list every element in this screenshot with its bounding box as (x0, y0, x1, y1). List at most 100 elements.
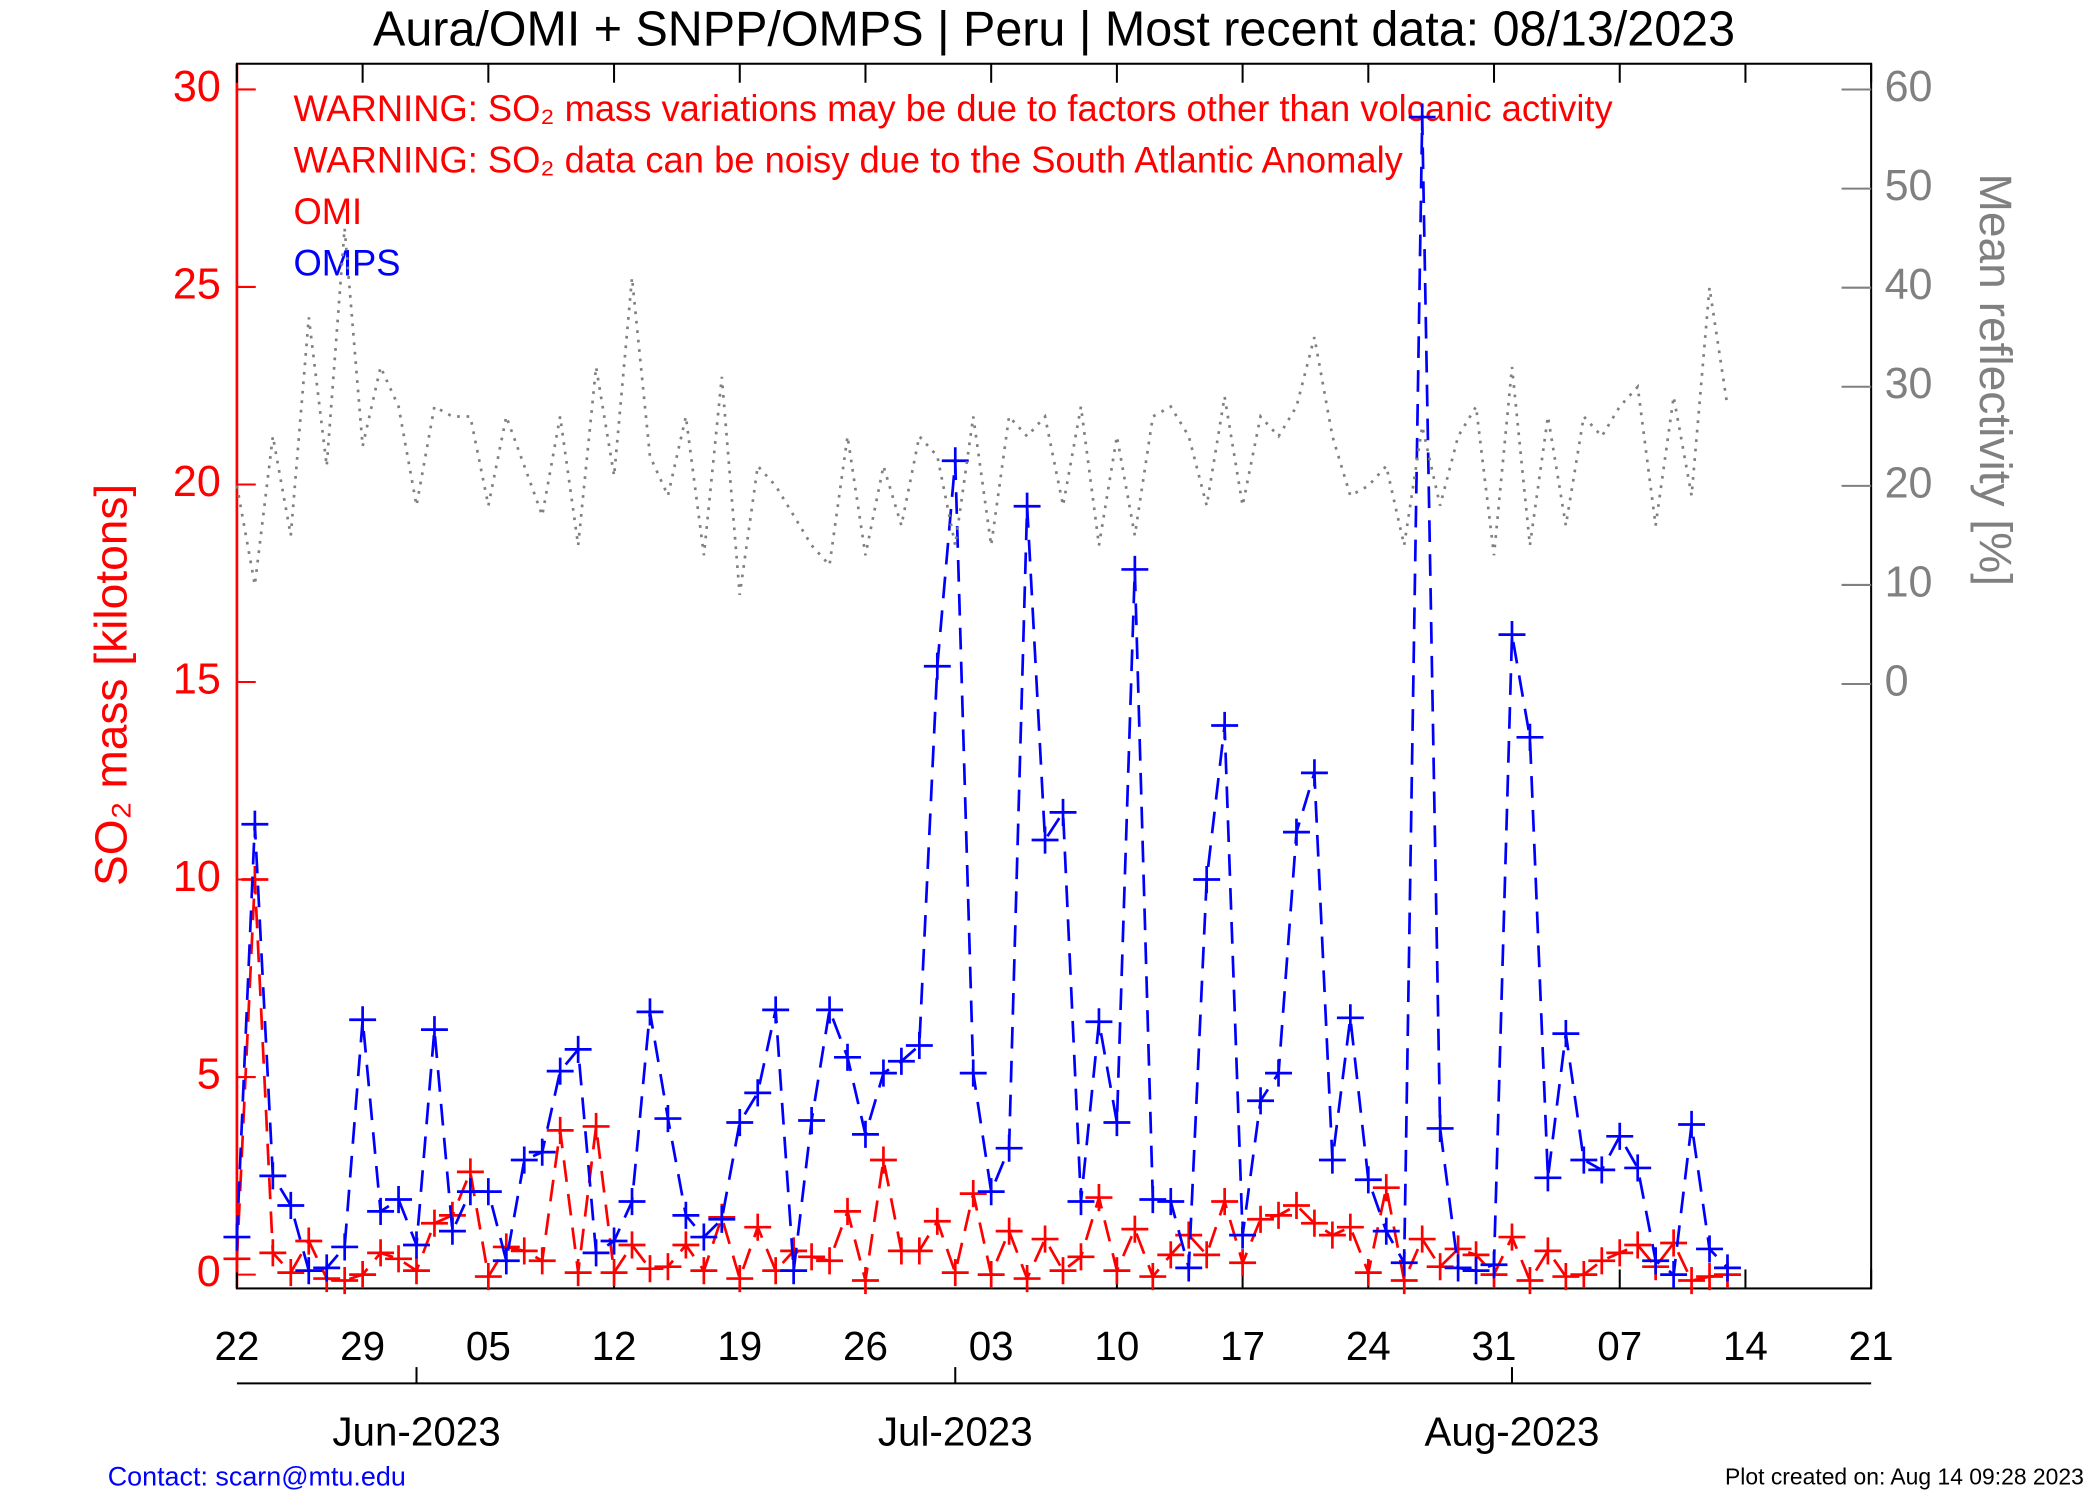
data-point (1318, 1221, 1346, 1249)
data-point (905, 1031, 933, 1060)
data-point (1354, 1166, 1382, 1194)
x-tick-label: 22 (214, 1323, 259, 1369)
data-point (1247, 1087, 1275, 1115)
data-point (367, 1197, 395, 1225)
y-tick-label: 0 (197, 1248, 221, 1296)
data-point (1139, 1185, 1167, 1214)
data-point (1408, 103, 1436, 131)
data-point (1247, 1205, 1275, 1233)
y2-tick-label: 60 (1885, 63, 1933, 111)
data-point (834, 1197, 861, 1225)
data-point (1390, 1249, 1418, 1277)
data-point (295, 1257, 323, 1285)
data-point (887, 1047, 915, 1075)
data-point (492, 1247, 520, 1275)
data-point (546, 1057, 574, 1085)
data-point (995, 1134, 1023, 1162)
data-point (1067, 1187, 1095, 1216)
data-point (421, 1016, 448, 1044)
data-point (1139, 1263, 1167, 1291)
data-point (1103, 1257, 1131, 1285)
data-point (726, 1264, 754, 1293)
data-point (1013, 1264, 1041, 1293)
data-point (1534, 1237, 1562, 1265)
data-point (1624, 1154, 1652, 1182)
data-point (708, 1205, 736, 1233)
data-point (1588, 1247, 1616, 1275)
data-point (1570, 1146, 1598, 1174)
data-point (1660, 1229, 1688, 1257)
plot-frame (235, 62, 1873, 1290)
data-point (852, 1266, 879, 1295)
warning-text: WARNING: SO₂ mass variations may be due … (293, 88, 1613, 129)
y2-tick-label: 50 (1885, 162, 1933, 210)
data-point (941, 1259, 969, 1287)
data-point (654, 1104, 682, 1133)
data-point (762, 996, 790, 1024)
x-tick-label: 24 (1346, 1323, 1391, 1369)
data-point (726, 1108, 754, 1137)
data-point (618, 1231, 646, 1259)
data-point (1372, 1217, 1400, 1245)
data-point (780, 1257, 808, 1285)
data-point (1085, 1184, 1113, 1212)
data-point (654, 1253, 682, 1281)
data-point (331, 1233, 359, 1261)
data-point (600, 1259, 628, 1287)
data-point (1642, 1247, 1670, 1275)
data-point (1318, 1146, 1346, 1174)
data-point (798, 1106, 826, 1135)
data-point (1031, 826, 1059, 854)
data-point (582, 1239, 610, 1267)
data-point (510, 1146, 538, 1174)
data-point (582, 1112, 610, 1141)
data-point (923, 652, 951, 680)
data-point (1606, 1122, 1634, 1150)
data-point (241, 865, 269, 894)
data-point (744, 1079, 772, 1107)
data-point (1660, 1261, 1688, 1289)
data-point (385, 1245, 413, 1273)
data-point (1265, 1059, 1292, 1087)
data-point (636, 998, 664, 1026)
data-point (259, 1162, 287, 1190)
y-tick-label: 25 (173, 260, 221, 308)
y-tick-label: 30 (173, 63, 221, 111)
data-point (959, 1059, 987, 1087)
data-point (1606, 1239, 1634, 1267)
data-point (546, 1116, 574, 1144)
data-point (618, 1187, 646, 1216)
data-point (331, 1266, 359, 1295)
data-point (690, 1257, 718, 1285)
data-point (510, 1237, 538, 1265)
data-point (816, 996, 844, 1024)
data-point (277, 1191, 305, 1220)
data-point (1516, 723, 1544, 751)
data-point (1336, 1213, 1364, 1241)
x-tick-label: 26 (843, 1323, 888, 1369)
series-line (235, 879, 1728, 1286)
x-tick-label: 21 (1849, 1323, 1894, 1369)
data-point (564, 1259, 592, 1287)
y2-tick-label: 40 (1885, 261, 1933, 309)
data-point (385, 1185, 413, 1214)
data-point (1444, 1254, 1472, 1282)
y-tick-label: 5 (197, 1050, 221, 1098)
data-point (1193, 1241, 1221, 1269)
x-tick-label: 12 (592, 1323, 637, 1369)
data-point (277, 1259, 305, 1287)
y2-tick-label: 20 (1885, 459, 1933, 507)
data-point (1193, 865, 1221, 894)
y2-tick-label: 0 (1885, 657, 1909, 705)
data-point (636, 1255, 664, 1283)
x-tick-label: 07 (1597, 1323, 1642, 1369)
data-point (1624, 1231, 1652, 1259)
x-tick-label: 29 (340, 1323, 385, 1369)
data-point (672, 1201, 700, 1229)
data-point (1031, 1225, 1059, 1253)
data-point (995, 1217, 1023, 1245)
data-point (1049, 798, 1077, 826)
data-point (834, 1043, 861, 1071)
data-point (1696, 1235, 1723, 1263)
